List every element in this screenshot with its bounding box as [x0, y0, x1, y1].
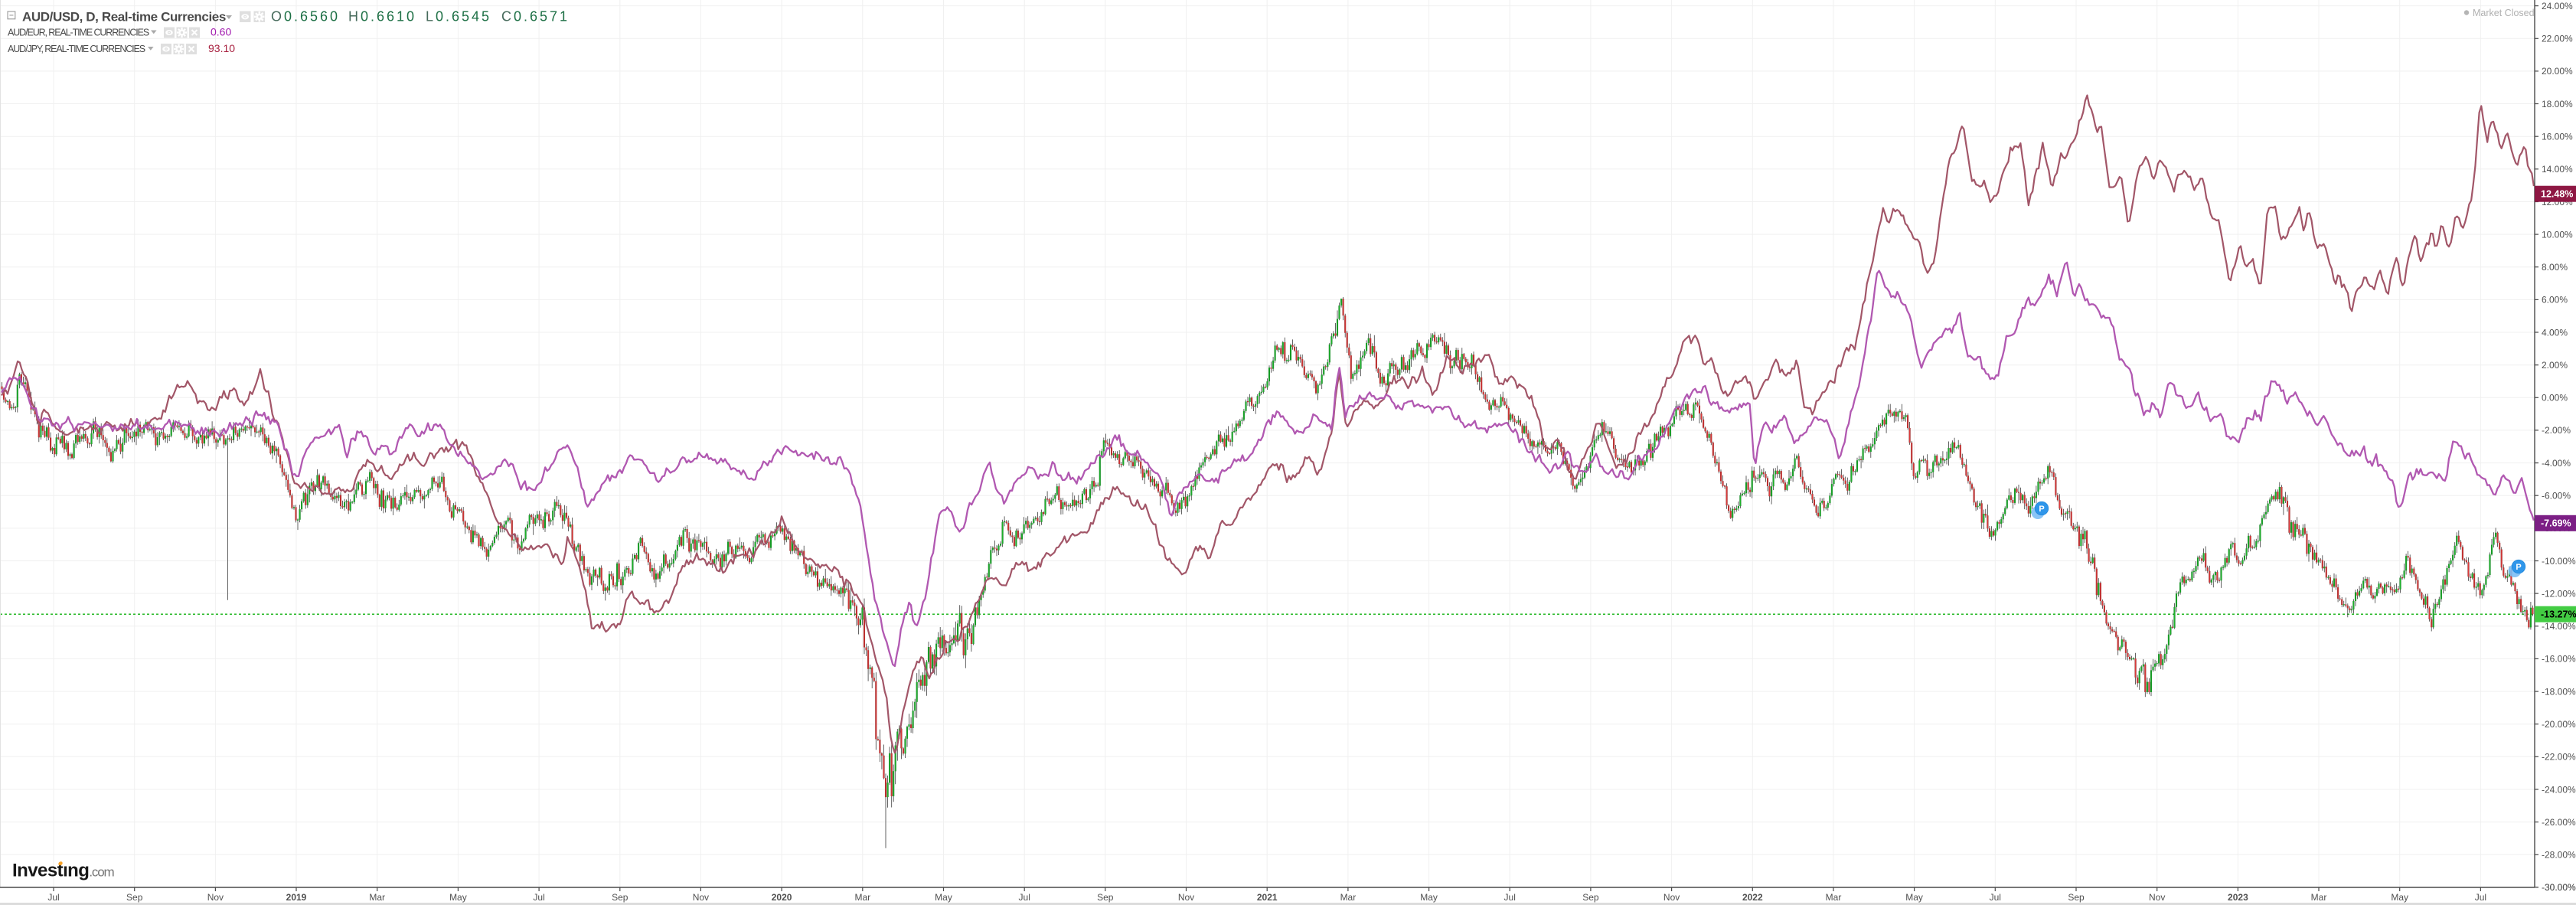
svg-text:AUD/EUR, REAL-TIME CURRENCIES: AUD/EUR, REAL-TIME CURRENCIES: [8, 28, 149, 38]
svg-text:-4.00%: -4.00%: [2542, 458, 2571, 469]
svg-text:May: May: [1420, 892, 1438, 903]
svg-text:Mar: Mar: [369, 892, 385, 903]
svg-text:H0.6610: H0.6610: [348, 9, 416, 25]
svg-text:-24.00%: -24.00%: [2542, 784, 2576, 795]
svg-text:Jul: Jul: [533, 892, 544, 903]
svg-text:Mar: Mar: [2311, 892, 2327, 903]
svg-text:22.00%: 22.00%: [2542, 34, 2573, 44]
svg-text:0.00%: 0.00%: [2542, 393, 2568, 403]
svg-text:Nov: Nov: [207, 892, 224, 903]
svg-text:Nov: Nov: [1663, 892, 1680, 903]
svg-text:2021: 2021: [1257, 892, 1278, 903]
svg-text:2023: 2023: [2228, 892, 2248, 903]
svg-text:P: P: [2039, 505, 2044, 514]
svg-text:2.00%: 2.00%: [2542, 360, 2568, 371]
svg-text:20.00%: 20.00%: [2542, 66, 2573, 77]
svg-text:May: May: [1905, 892, 1923, 903]
svg-text:18.00%: 18.00%: [2542, 99, 2573, 109]
svg-text:-16.00%: -16.00%: [2542, 654, 2576, 665]
svg-text:Mar: Mar: [1340, 892, 1357, 903]
svg-text:-2.00%: -2.00%: [2542, 425, 2571, 436]
svg-text:24.00%: 24.00%: [2542, 1, 2573, 11]
svg-text:C0.6571: C0.6571: [501, 9, 570, 25]
svg-text:12.48%: 12.48%: [2541, 189, 2573, 200]
svg-text:Sep: Sep: [612, 892, 628, 903]
svg-text:6.00%: 6.00%: [2542, 295, 2568, 305]
svg-text:-26.00%: -26.00%: [2542, 817, 2576, 828]
svg-text:May: May: [2391, 892, 2408, 903]
svg-text:Sep: Sep: [126, 892, 143, 903]
svg-text:May: May: [449, 892, 467, 903]
svg-text:O0.6560: O0.6560: [271, 9, 340, 25]
svg-text:Nov: Nov: [1178, 892, 1194, 903]
svg-text:0.60: 0.60: [211, 26, 231, 38]
svg-text:-14.00%: -14.00%: [2542, 621, 2576, 632]
svg-text:14.00%: 14.00%: [2542, 164, 2573, 175]
svg-text:-22.00%: -22.00%: [2542, 752, 2576, 763]
svg-text:8.00%: 8.00%: [2542, 262, 2568, 273]
svg-text:-13.27%: -13.27%: [2541, 609, 2576, 620]
svg-text:AUD/USD, D, Real-time Currenci: AUD/USD, D, Real-time Currencies: [22, 10, 226, 25]
svg-text:Sep: Sep: [2068, 892, 2085, 903]
svg-text:4.00%: 4.00%: [2542, 327, 2568, 338]
svg-text:L0.6545: L0.6545: [426, 9, 491, 25]
svg-text:Jul: Jul: [2475, 892, 2486, 903]
svg-text:Mar: Mar: [854, 892, 870, 903]
svg-text:-30.00%: -30.00%: [2542, 882, 2576, 893]
svg-text:Jul: Jul: [1019, 892, 1030, 903]
svg-text:Sep: Sep: [1582, 892, 1599, 903]
svg-text:P: P: [2516, 563, 2521, 572]
svg-text:Sep: Sep: [1097, 892, 1114, 903]
svg-text:Mar: Mar: [1826, 892, 1842, 903]
svg-text:10.00%: 10.00%: [2542, 229, 2573, 240]
svg-text:Nov: Nov: [2149, 892, 2165, 903]
svg-text:16.00%: 16.00%: [2542, 132, 2573, 142]
svg-text:-10.00%: -10.00%: [2542, 556, 2576, 567]
svg-text:2022: 2022: [1742, 892, 1763, 903]
svg-text:-20.00%: -20.00%: [2542, 719, 2576, 730]
svg-text:-12.00%: -12.00%: [2542, 588, 2576, 599]
svg-text:-28.00%: -28.00%: [2542, 850, 2576, 861]
svg-text:-30.00%: -30.00%: [2542, 882, 2576, 893]
svg-text:AUD/JPY, REAL-TIME CURRENCIES: AUD/JPY, REAL-TIME CURRENCIES: [8, 44, 145, 54]
svg-text:-6.00%: -6.00%: [2542, 491, 2571, 502]
svg-text:Jul: Jul: [47, 892, 59, 903]
svg-text:Market Closed: Market Closed: [2473, 8, 2535, 18]
svg-text:May: May: [935, 892, 952, 903]
svg-text:-18.00%: -18.00%: [2542, 686, 2576, 697]
svg-text:-7.69%: -7.69%: [2541, 518, 2571, 529]
svg-text:93.10: 93.10: [208, 42, 235, 54]
svg-text:2019: 2019: [286, 892, 307, 903]
svg-text:Nov: Nov: [693, 892, 709, 903]
svg-text:2020: 2020: [772, 892, 792, 903]
svg-text:Jul: Jul: [1990, 892, 2001, 903]
svg-text:Jul: Jul: [1504, 892, 1516, 903]
